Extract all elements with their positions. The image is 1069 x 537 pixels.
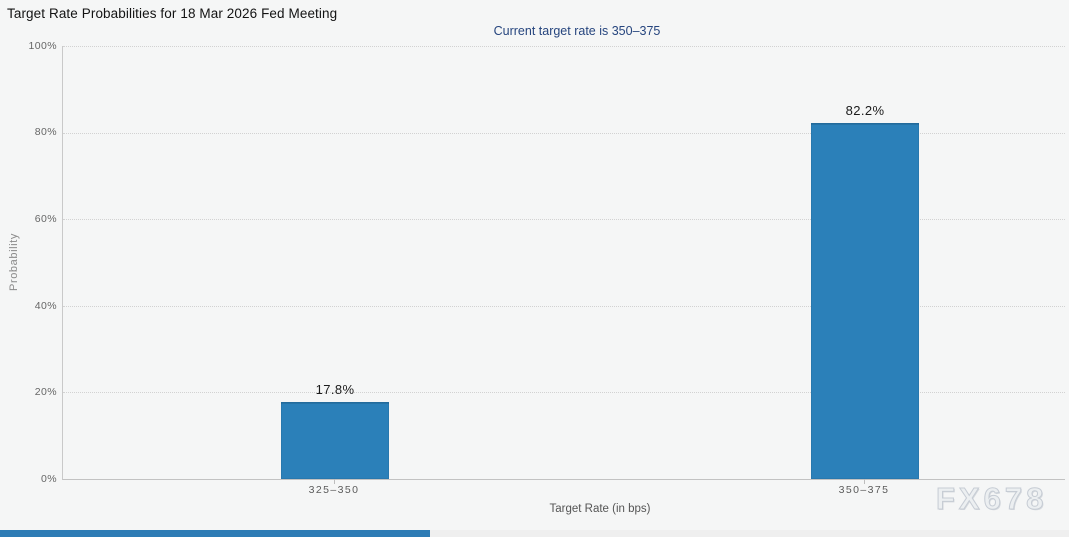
x-tick-mark-325-350 xyxy=(334,479,335,484)
x-axis-title: Target Rate (in bps) xyxy=(549,503,651,515)
gridline-80 xyxy=(63,132,1065,134)
bar-325-350 xyxy=(281,401,389,479)
bar-group-350-375: 82.2% xyxy=(811,46,919,479)
x-category-label-325-350: 325–350 xyxy=(308,484,360,496)
y-tick-label-0: 0% xyxy=(41,473,57,485)
bar-value-label: 82.2% xyxy=(845,103,885,119)
chart-title: Target Rate Probabilities for 18 Mar 202… xyxy=(7,6,338,21)
gridline-40 xyxy=(63,305,1065,307)
gridline-60 xyxy=(63,219,1065,221)
y-tick-label-20: 20% xyxy=(34,386,57,398)
bar-350-375 xyxy=(811,123,919,479)
footer-bar-partial xyxy=(0,530,430,537)
y-axis-title: Probability xyxy=(8,233,20,291)
y-tick-label-100: 100% xyxy=(28,40,57,52)
bar-value-label: 17.8% xyxy=(315,381,355,397)
plot-area: 17.8% 82.2% xyxy=(62,46,1065,480)
bottom-strip xyxy=(0,530,1069,537)
y-tick-label-40: 40% xyxy=(34,300,57,312)
bar-group-325-350: 17.8% xyxy=(281,46,389,479)
gridline-20 xyxy=(63,392,1065,394)
y-tick-label-80: 80% xyxy=(34,126,57,138)
y-tick-label-60: 60% xyxy=(34,213,57,225)
fx678-watermark: FX678 xyxy=(935,481,1048,517)
x-category-label-350-375: 350–375 xyxy=(838,484,890,496)
gridline-100 xyxy=(63,46,1065,47)
x-tick-mark-350-375 xyxy=(864,479,865,484)
chart-subtitle: Current target rate is 350–375 xyxy=(493,24,661,38)
